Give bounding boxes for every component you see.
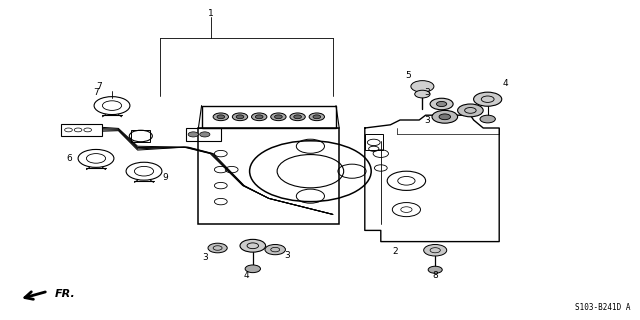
Bar	[202, 106, 336, 128]
Circle shape	[232, 113, 248, 121]
Circle shape	[428, 266, 442, 273]
Text: 9: 9	[163, 173, 168, 182]
Circle shape	[255, 115, 263, 119]
Bar	[365, 134, 383, 150]
Circle shape	[275, 115, 282, 119]
Circle shape	[313, 115, 321, 119]
Text: 2: 2	[393, 247, 398, 256]
Circle shape	[439, 114, 451, 120]
Circle shape	[271, 113, 286, 121]
Text: 7: 7	[93, 88, 99, 97]
Circle shape	[265, 244, 285, 255]
Text: 3: 3	[425, 116, 430, 125]
Circle shape	[415, 90, 430, 98]
Circle shape	[458, 104, 483, 117]
Circle shape	[200, 132, 210, 137]
Circle shape	[309, 113, 324, 121]
Text: S103-B241D A: S103-B241D A	[575, 303, 630, 312]
Circle shape	[188, 132, 198, 137]
Circle shape	[217, 115, 225, 119]
Circle shape	[424, 244, 447, 256]
Text: 6: 6	[67, 154, 72, 163]
Circle shape	[436, 101, 447, 107]
Bar	[186, 128, 221, 141]
Text: 3: 3	[425, 88, 430, 97]
Text: 7: 7	[97, 82, 102, 91]
Circle shape	[290, 113, 305, 121]
Text: 3: 3	[284, 252, 289, 260]
Text: FR.: FR.	[54, 289, 75, 299]
Bar	[61, 124, 102, 136]
Circle shape	[430, 98, 453, 110]
Text: 8: 8	[433, 271, 438, 280]
Circle shape	[411, 81, 434, 92]
Circle shape	[474, 92, 502, 106]
Text: 1: 1	[209, 9, 214, 18]
Circle shape	[236, 115, 244, 119]
Circle shape	[240, 239, 266, 252]
Text: 4: 4	[503, 79, 508, 88]
Bar	[131, 130, 150, 142]
Bar	[198, 128, 339, 224]
Circle shape	[432, 110, 458, 123]
Text: 5: 5	[406, 71, 411, 80]
Circle shape	[294, 115, 301, 119]
Circle shape	[213, 113, 228, 121]
Text: 4: 4	[244, 271, 249, 280]
Circle shape	[245, 265, 260, 273]
Text: 3: 3	[202, 253, 207, 262]
Circle shape	[480, 115, 495, 123]
Circle shape	[208, 243, 227, 253]
Circle shape	[252, 113, 267, 121]
